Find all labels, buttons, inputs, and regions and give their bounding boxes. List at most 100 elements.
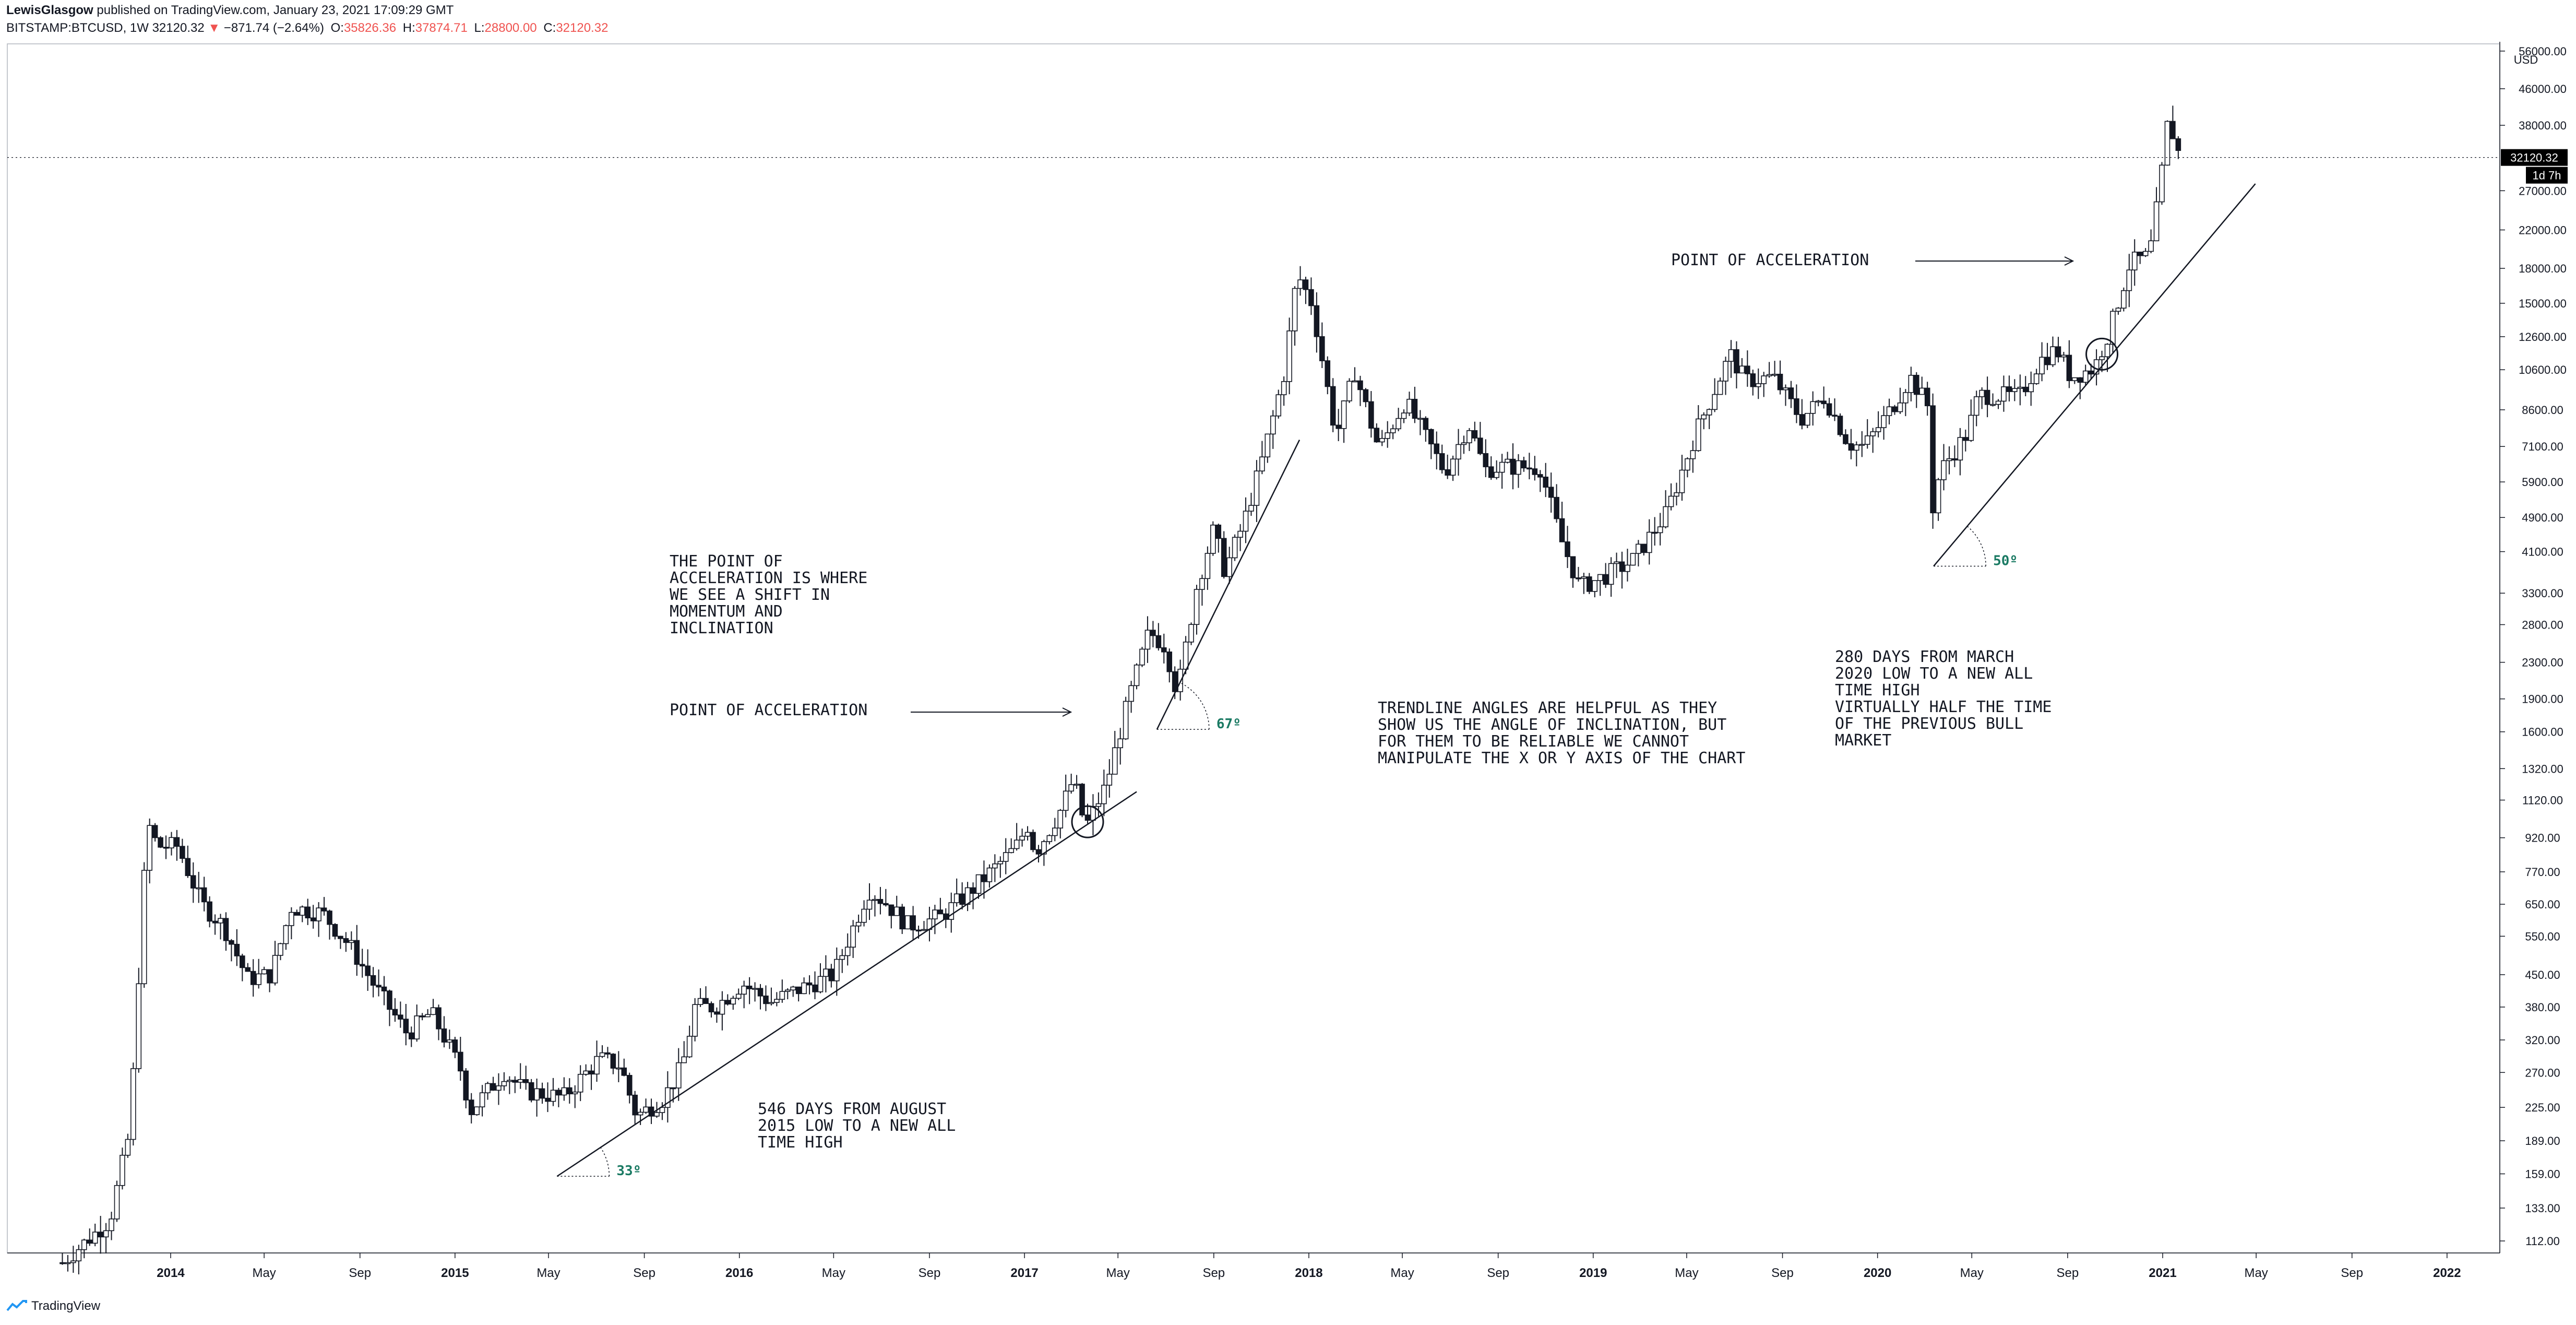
- candle-body: [245, 967, 251, 972]
- candle-body: [774, 999, 780, 1003]
- candle-body: [81, 1239, 87, 1250]
- candle-body: [98, 1232, 103, 1238]
- candle-body: [299, 906, 305, 916]
- candle-body: [763, 995, 769, 1004]
- candle-body: [2131, 252, 2138, 270]
- candle-body: [686, 1036, 693, 1058]
- candle-body: [125, 1139, 131, 1156]
- price-tag-label: 32120.32: [2510, 151, 2558, 164]
- x-tick-label: 2017: [1010, 1266, 1038, 1280]
- candle-body: [790, 986, 796, 991]
- candle-body: [1636, 543, 1641, 554]
- candle-body: [381, 986, 387, 991]
- candle-body: [169, 837, 174, 848]
- candle-body: [626, 1075, 633, 1096]
- candle-body: [888, 904, 895, 916]
- x-tick-label: Sep: [2057, 1266, 2079, 1280]
- publish-info: LewisGlasgow published on TradingView.co…: [6, 3, 454, 18]
- candle-body: [703, 998, 709, 1004]
- y-tick-label: 112.00: [2525, 1235, 2560, 1248]
- candle-body: [1052, 827, 1058, 836]
- candle-body: [190, 875, 196, 889]
- candle-body: [2088, 370, 2094, 375]
- candle-body: [605, 1052, 611, 1055]
- candle-body: [1101, 785, 1107, 805]
- x-tick-label: May: [1390, 1266, 1414, 1280]
- acceleration-circle: [2085, 337, 2119, 371]
- candle-body: [866, 900, 873, 910]
- candle-body: [332, 924, 338, 937]
- y-tick-label: 15000.00: [2519, 297, 2567, 310]
- annotation-line: TIME HIGH: [758, 1133, 843, 1152]
- candle-body: [757, 988, 764, 997]
- candle-body: [387, 990, 392, 1010]
- candle-body: [1237, 530, 1243, 538]
- candle-body: [517, 1079, 523, 1083]
- candle-body: [986, 867, 993, 882]
- candle-body: [1063, 790, 1069, 811]
- candle-body: [1881, 415, 1887, 428]
- candle-body: [1079, 784, 1085, 815]
- y-tick-label: 320.00: [2525, 1034, 2560, 1047]
- footer-brand[interactable]: TradingView: [6, 1299, 100, 1314]
- x-tick-label: Sep: [1771, 1266, 1794, 1280]
- author-name[interactable]: LewisGlasgow: [6, 3, 93, 17]
- y-tick-label: 225.00: [2525, 1101, 2560, 1114]
- annotation-arrow-head: [2064, 256, 2074, 266]
- candle-body: [1308, 289, 1314, 306]
- trendline: [1156, 439, 1301, 730]
- acceleration-circle: [1071, 805, 1104, 838]
- x-tick-label: May: [536, 1266, 560, 1280]
- candle-body: [1576, 577, 1581, 579]
- candle-body: [1385, 432, 1390, 439]
- candle-body: [812, 984, 818, 992]
- candle-body: [1417, 418, 1423, 420]
- candle-body: [1761, 375, 1767, 384]
- candle-body: [1701, 415, 1707, 420]
- candle-body: [643, 1106, 649, 1113]
- candle-body: [545, 1097, 551, 1102]
- candle-body: [1619, 561, 1625, 572]
- candle-body: [2115, 307, 2121, 312]
- x-tick-label: 2016: [725, 1266, 753, 1280]
- candle-body: [1799, 414, 1805, 426]
- candle-body: [2039, 357, 2045, 374]
- candle-body: [261, 969, 267, 975]
- candle-body: [310, 917, 316, 921]
- candle-body: [2001, 386, 2007, 402]
- candle-body: [1128, 685, 1134, 702]
- candle-body: [2126, 269, 2132, 291]
- candle-body: [501, 1081, 507, 1086]
- price-change: −871.74 (−2.64%): [223, 21, 324, 35]
- candle-body: [136, 983, 142, 1069]
- candle-body: [65, 1262, 71, 1264]
- candle-body: [1870, 431, 1876, 436]
- candle-body: [1848, 443, 1854, 451]
- candle-body: [212, 920, 218, 924]
- candle-body: [1963, 437, 1969, 441]
- x-tick-label: Sep: [1202, 1266, 1225, 1280]
- x-axis-ticks: 2014 May Sep 2015 May Sep 2016 May Sep 2017 May Sep…: [157, 1253, 2461, 1280]
- candle-body: [877, 898, 884, 904]
- candle-body: [1303, 279, 1309, 290]
- candle-body: [2055, 346, 2061, 358]
- candle-body: [59, 1262, 65, 1264]
- candle-body: [795, 986, 802, 995]
- candle-body: [1946, 458, 1952, 462]
- symbol-ohlc-bar: BITSTAMP:BTCUSD, 1W 32120.32 ▼ −871.74 (…: [6, 21, 608, 36]
- candle-body: [692, 1004, 698, 1037]
- y-tick-label: 1320.00: [2522, 762, 2563, 775]
- y-tick-label: 159.00: [2525, 1167, 2560, 1180]
- candle-body: [539, 1088, 545, 1099]
- x-tick-label: Sep: [349, 1266, 371, 1280]
- y-tick-label: 920.00: [2525, 832, 2560, 845]
- candle-body: [1941, 460, 1947, 480]
- candle-body: [2033, 373, 2040, 384]
- candle-body: [1265, 433, 1271, 458]
- candle-body: [697, 998, 703, 1005]
- candle-body: [1112, 747, 1118, 775]
- low-label: L:: [474, 21, 485, 35]
- candle-group: [59, 105, 2181, 1275]
- candle-body: [1330, 386, 1336, 426]
